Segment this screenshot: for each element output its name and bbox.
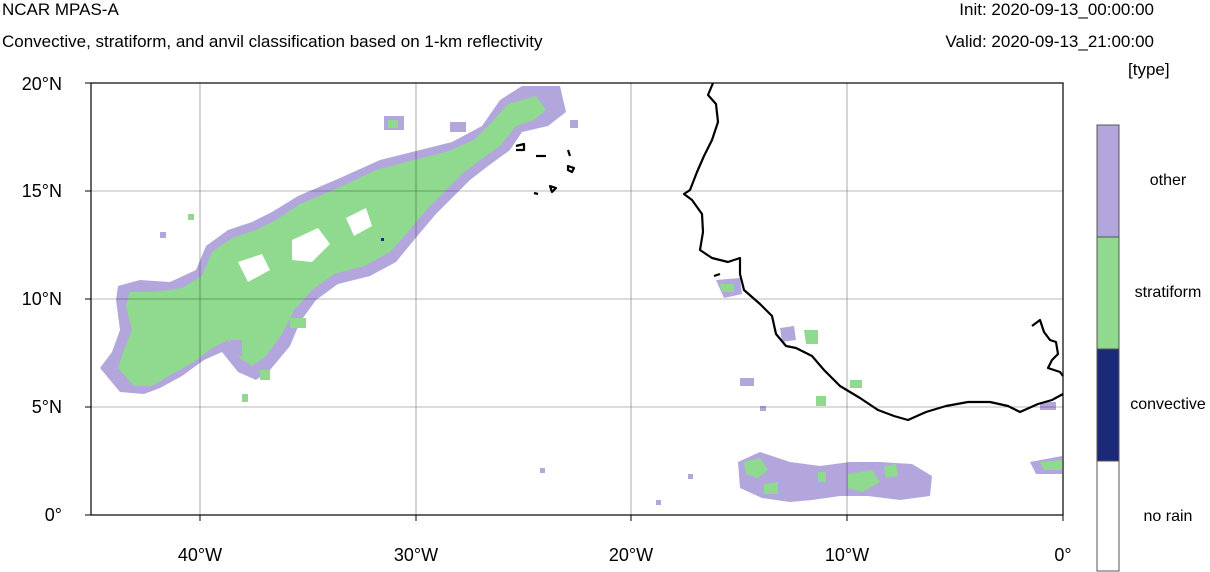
x-tick-label: 20°W — [608, 545, 654, 565]
coastline — [515, 82, 1064, 422]
init-time: Init: 2020-09-13_00:00:00 — [959, 0, 1154, 19]
colorbar-swatch-other — [1097, 125, 1119, 237]
y-tick-label: 5°N — [31, 397, 62, 417]
gridlines — [91, 83, 1063, 515]
stratiform-region — [744, 458, 768, 478]
x-tick-label: 0° — [1054, 545, 1072, 565]
precip-field — [100, 86, 1062, 505]
colorbar — [1096, 124, 1120, 572]
x-tick-label: 40°W — [177, 545, 223, 565]
colorbar-units: [type] — [1128, 60, 1170, 79]
y-tick-label: 20°N — [21, 74, 62, 94]
colorbar-swatch-convective — [1097, 349, 1119, 461]
legend-label-no-rain: no rain — [1143, 508, 1193, 525]
legend-label-convective: convective — [1130, 396, 1206, 413]
y-tick-label: 10°N — [21, 289, 62, 309]
legend-label-other: other — [1149, 172, 1187, 189]
x-tick-label: 10°W — [824, 545, 870, 565]
convective-cell — [381, 238, 384, 241]
anvil-region — [738, 452, 932, 502]
stratiform-region — [118, 96, 546, 386]
map-subtitle: Convective, stratiform, and anvil classi… — [2, 32, 543, 51]
colorbar-swatch-no-rain — [1097, 461, 1119, 571]
y-tick-label: 0° — [44, 505, 62, 525]
x-tick-label: 30°W — [393, 545, 439, 565]
map-title: NCAR MPAS-A — [2, 0, 119, 19]
y-tick-label: 15°N — [21, 181, 62, 201]
valid-time: Valid: 2020-09-13_21:00:00 — [945, 32, 1154, 51]
legend-label-stratiform: stratiform — [1134, 284, 1202, 301]
colorbar-swatch-stratiform — [1097, 237, 1119, 349]
